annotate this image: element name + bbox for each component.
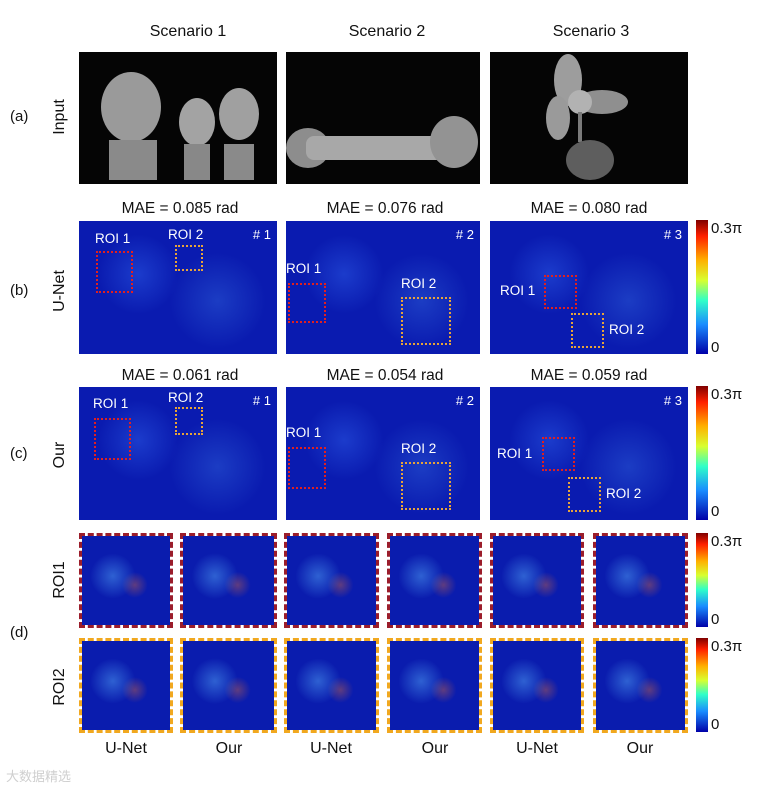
- roi-2-label: ROI 2: [609, 322, 645, 337]
- colorbar-d-roi2-max: 0.3π: [711, 638, 743, 655]
- roi-2-box: [401, 297, 451, 345]
- our-error-map-3: ROI 1 ROI 2 # 3: [490, 387, 688, 520]
- mae-our-3: MAE = 0.059 rad: [530, 367, 648, 384]
- roi-1-label: ROI 1: [497, 446, 533, 461]
- wrench-illustration: [286, 52, 480, 184]
- bottom-label-unet-1: U-Net: [105, 740, 147, 757]
- our-error-map-2: ROI 1 ROI 2 # 2: [286, 387, 480, 520]
- roi-2-label: ROI 2: [168, 227, 204, 242]
- roi-1-box: [94, 418, 131, 460]
- colorbar-d-roi1: [696, 533, 708, 627]
- mae-unet-2: MAE = 0.076 rad: [326, 200, 444, 217]
- input-image-scenario-1: [79, 52, 277, 184]
- colorbar-d-roi2: [696, 638, 708, 732]
- colorbar-b-max: 0.3π: [711, 220, 743, 237]
- roi1-crop-unet-1: [79, 533, 173, 628]
- colorbar-b-min: 0: [711, 339, 720, 356]
- roi-2-label: ROI 2: [168, 390, 204, 405]
- bottom-label-our-3: Our: [626, 740, 654, 757]
- row-b-tag: (b): [10, 282, 29, 299]
- roi-1-box: [288, 447, 326, 489]
- our-error-map-1: ROI 1 ROI 2 # 1: [79, 387, 277, 520]
- roi-1-label: ROI 1: [95, 231, 131, 246]
- panel-tag-3: # 3: [663, 393, 682, 408]
- roi-1-box: [288, 283, 326, 323]
- roi1-crop-unet-2: [284, 533, 379, 628]
- bottom-label-unet-2: U-Net: [310, 740, 352, 757]
- roi-1-label: ROI 1: [93, 396, 129, 411]
- roi-2-box: [175, 407, 203, 435]
- roi-1-box: [96, 251, 133, 293]
- panel-tag-2: # 2: [455, 393, 474, 408]
- roi-2-label: ROI 2: [401, 441, 437, 456]
- row-b-label: U-Net: [51, 270, 68, 312]
- column-title-1: Scenario 1: [149, 23, 227, 40]
- roi-2-box: [568, 477, 601, 512]
- roi-2-box: [401, 462, 451, 510]
- row-c-tag: (c): [10, 445, 28, 462]
- colorbar-b: [696, 220, 708, 354]
- busts-illustration: [79, 52, 277, 184]
- roi2-crop-our-3: [593, 638, 688, 733]
- roi-2-label: ROI 2: [401, 276, 437, 291]
- roi-1-box: [542, 437, 575, 471]
- mae-our-1: MAE = 0.061 rad: [121, 367, 239, 384]
- mae-unet-3: MAE = 0.080 rad: [530, 200, 648, 217]
- fan-illustration: [490, 52, 688, 184]
- roi-1-label: ROI 1: [286, 425, 322, 440]
- row-d-roi1-label: ROI1: [51, 561, 68, 599]
- unet-error-map-3: ROI 1 ROI 2 # 3: [490, 221, 688, 354]
- roi2-crop-unet-1: [79, 638, 173, 733]
- roi2-crop-unet-3: [490, 638, 584, 733]
- roi2-crop-our-1: [180, 638, 277, 733]
- roi-1-label: ROI 1: [500, 283, 536, 298]
- row-a-tag: (a): [10, 108, 29, 125]
- input-image-scenario-2: [286, 52, 480, 184]
- colorbar-c: [696, 386, 708, 520]
- row-a-label: Input: [51, 99, 68, 135]
- roi1-crop-our-2: [387, 533, 482, 628]
- bottom-label-our-2: Our: [421, 740, 449, 757]
- colorbar-d-roi1-min: 0: [711, 611, 720, 628]
- roi1-crop-unet-3: [490, 533, 584, 628]
- column-title-3: Scenario 3: [552, 23, 630, 40]
- roi-1-label: ROI 1: [286, 261, 322, 276]
- roi-1-box: [544, 275, 577, 309]
- colorbar-c-max: 0.3π: [711, 386, 743, 403]
- bottom-label-unet-3: U-Net: [516, 740, 558, 757]
- colorbar-d-roi2-min: 0: [711, 716, 720, 733]
- panel-tag-2: # 2: [455, 227, 474, 242]
- roi2-crop-unet-2: [284, 638, 379, 733]
- row-c-label: Our: [51, 441, 68, 469]
- row-d-tag: (d): [10, 624, 29, 641]
- mae-our-2: MAE = 0.054 rad: [326, 367, 444, 384]
- unet-error-map-2: ROI 1 ROI 2 # 2: [286, 221, 480, 354]
- roi1-crop-our-3: [593, 533, 688, 628]
- bottom-label-our-1: Our: [215, 740, 243, 757]
- column-title-2: Scenario 2: [348, 23, 426, 40]
- panel-tag-1: # 1: [252, 393, 271, 408]
- roi1-crop-our-1: [180, 533, 277, 628]
- row-d-roi2-label: ROI2: [51, 668, 68, 706]
- watermark: 大数据精选: [6, 769, 72, 784]
- panel-tag-3: # 3: [663, 227, 682, 242]
- mae-unet-1: MAE = 0.085 rad: [121, 200, 239, 217]
- roi-2-box: [175, 245, 203, 271]
- colorbar-c-min: 0: [711, 503, 720, 520]
- colorbar-d-roi1-max: 0.3π: [711, 533, 743, 550]
- unet-error-map-1: ROI 1 ROI 2 # 1: [79, 221, 277, 354]
- roi-2-label: ROI 2: [606, 486, 642, 501]
- panel-tag-1: # 1: [252, 227, 271, 242]
- roi-2-box: [571, 313, 604, 348]
- roi2-crop-our-2: [387, 638, 482, 733]
- input-image-scenario-3: [490, 52, 688, 184]
